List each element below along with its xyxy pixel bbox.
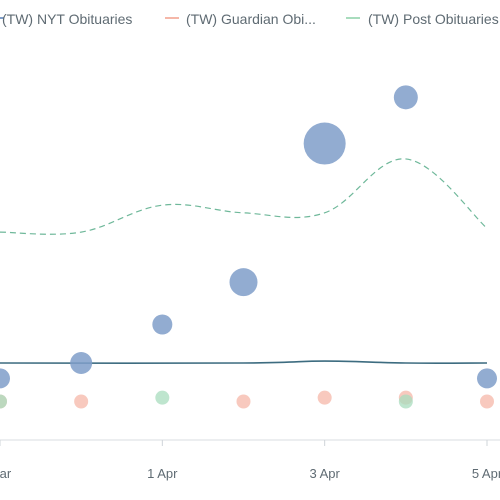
x-tick-label-3: 5 Apr	[472, 466, 500, 481]
point-series-0-6[interactable]	[477, 368, 497, 389]
x-tick-label-0: Mar	[0, 466, 12, 481]
point-series-0-3[interactable]	[229, 268, 258, 297]
point-series-1-2[interactable]	[236, 394, 251, 409]
point-series-0-4[interactable]	[303, 122, 346, 165]
point-series-1-3[interactable]	[317, 390, 332, 405]
data-points	[0, 85, 497, 409]
point-series-1-1[interactable]	[74, 394, 89, 409]
legend-swatch-post	[346, 17, 360, 19]
point-series-0-5[interactable]	[393, 85, 418, 110]
point-series-2-2[interactable]	[398, 394, 413, 409]
x-tick-label-1: 1 Apr	[147, 466, 178, 481]
x-axis-ticks: Mar 1 Apr 3 Apr 5 Apr	[0, 440, 500, 481]
trend-line-series-0	[0, 360, 488, 364]
legend-label-guardian[interactable]: (TW) Guardian Obi...	[186, 11, 316, 27]
trend-lines	[0, 158, 488, 364]
x-tick-label-2: 3 Apr	[309, 466, 340, 481]
point-series-2-0[interactable]	[0, 394, 7, 409]
legend-label-nyt[interactable]: (TW) NYT Obituaries	[2, 11, 132, 27]
legend-swatch-guardian	[165, 17, 179, 19]
legend-swatch-nyt	[0, 17, 4, 19]
point-series-2-1[interactable]	[155, 390, 170, 405]
legend-label-post[interactable]: (TW) Post Obituaries	[368, 11, 499, 27]
trend-line-series-2	[0, 158, 488, 235]
point-series-0-2[interactable]	[152, 314, 173, 335]
point-series-0-1[interactable]	[70, 352, 93, 374]
point-series-0-0[interactable]	[0, 368, 10, 389]
legend: (TW) NYT Obituaries (TW) Guardian Obi...…	[0, 11, 499, 27]
point-series-1-5[interactable]	[480, 394, 494, 409]
